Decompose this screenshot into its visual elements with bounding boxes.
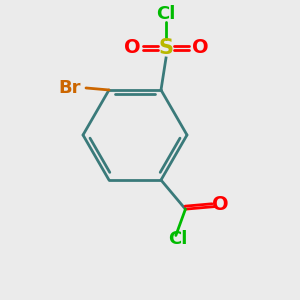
Text: O: O	[124, 38, 140, 58]
Text: Cl: Cl	[168, 230, 188, 248]
Text: O: O	[192, 38, 208, 58]
Text: O: O	[212, 195, 229, 214]
Text: S: S	[158, 38, 173, 58]
Text: Cl: Cl	[156, 5, 176, 23]
Text: Br: Br	[59, 79, 81, 97]
